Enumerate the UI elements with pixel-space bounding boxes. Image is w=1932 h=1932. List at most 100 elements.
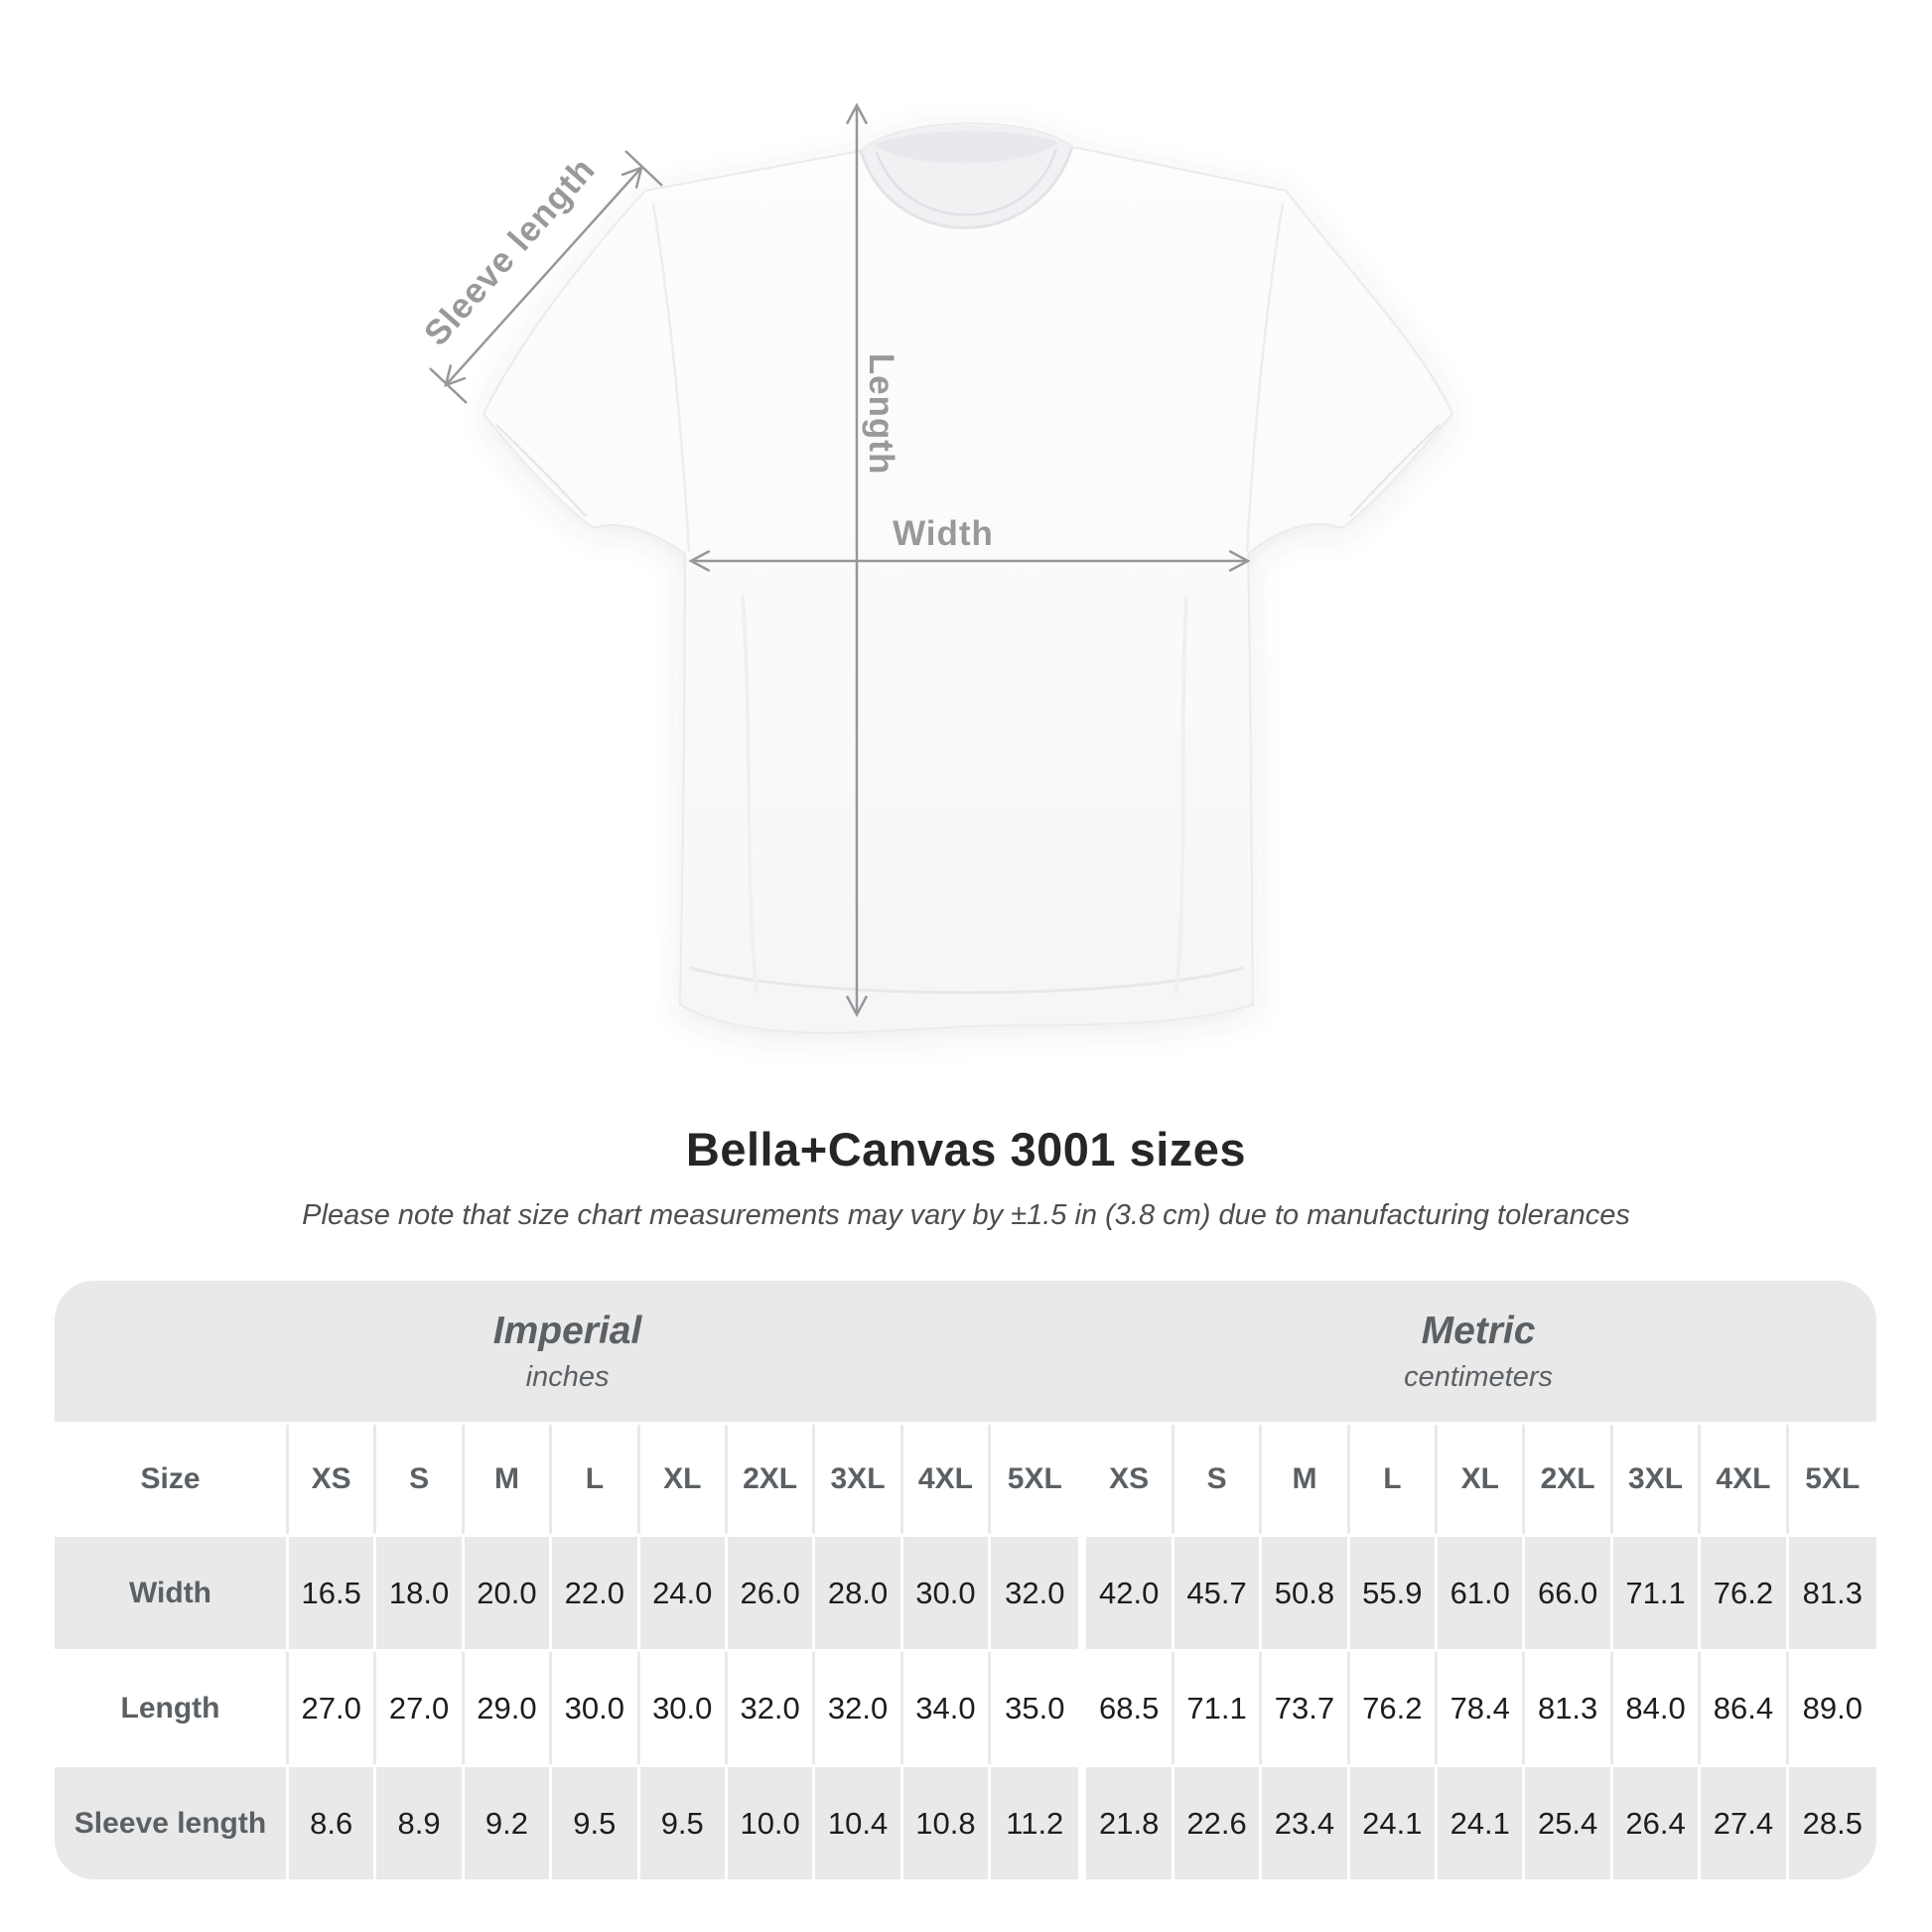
size-col-header: S (376, 1425, 465, 1534)
value-cell: 76.2 (1349, 1652, 1439, 1764)
cuff-stitch-right (1349, 424, 1441, 517)
value-cell: 26.0 (727, 1537, 816, 1649)
value-cell: 18.0 (376, 1537, 465, 1649)
unit-group-header: Imperial inches Metric centimeters (55, 1281, 1876, 1422)
value-cell: 32.0 (991, 1537, 1079, 1649)
row-label-width: Width (55, 1537, 289, 1649)
armhole-seam-right (1245, 203, 1285, 553)
size-col-header: L (552, 1425, 640, 1534)
value-cell: 45.7 (1173, 1537, 1263, 1649)
size-col-header: 2XL (1525, 1425, 1613, 1534)
tshirt-illustration (482, 122, 1454, 1035)
imperial-group-unit: inches (525, 1360, 610, 1393)
value-cell: 76.2 (1701, 1537, 1789, 1649)
tshirt-outline (482, 122, 1454, 1035)
measurement-arrows (429, 102, 1251, 1018)
sleeve-arrow-tick-bottom (429, 367, 468, 404)
cuff-stitch-left (495, 424, 587, 517)
value-cell: 42.0 (1086, 1537, 1174, 1649)
value-cell: 68.5 (1086, 1652, 1174, 1764)
value-cell: 84.0 (1612, 1652, 1702, 1764)
size-col-header: 2XL (727, 1425, 816, 1534)
size-col-header: 5XL (991, 1425, 1079, 1534)
size-table: Imperial inches Metric centimeters Size … (55, 1281, 1876, 1879)
size-col-header: 3XL (1612, 1425, 1702, 1534)
group-divider (1078, 1425, 1086, 1534)
collar-rib-inner (875, 148, 1058, 216)
value-cell: 10.0 (727, 1767, 816, 1879)
size-col-header: XL (639, 1425, 728, 1534)
sleeve-length-arrow (444, 166, 643, 387)
value-cell: 50.8 (1262, 1537, 1350, 1649)
size-col-header: 5XL (1788, 1425, 1876, 1534)
sleeve-arrow-tick-top (624, 150, 663, 187)
width-label: Width (893, 514, 994, 553)
size-col-header: M (1262, 1425, 1350, 1534)
value-cell: 11.2 (991, 1767, 1079, 1879)
value-cell: 25.4 (1525, 1767, 1613, 1879)
value-cell: 23.4 (1262, 1767, 1350, 1879)
size-col-header: 4XL (1701, 1425, 1789, 1534)
value-cell: 10.8 (902, 1767, 992, 1879)
collar-back-shadow (874, 131, 1058, 164)
value-cell: 73.7 (1262, 1652, 1350, 1764)
value-cell: 9.5 (639, 1767, 728, 1879)
value-cell: 30.0 (639, 1652, 728, 1764)
value-cell: 28.5 (1788, 1767, 1876, 1879)
value-cell: 9.5 (552, 1767, 640, 1879)
imperial-group-label: Imperial (492, 1309, 642, 1352)
size-col-header: L (1349, 1425, 1439, 1534)
body-wrinkle-right (1174, 595, 1188, 994)
value-cell: 27.4 (1701, 1767, 1789, 1879)
page-subtitle: Please note that size chart measurements… (302, 1199, 1630, 1231)
value-cell: 27.0 (289, 1652, 377, 1764)
value-cell: 71.1 (1173, 1652, 1263, 1764)
page-title: Bella+Canvas 3001 sizes (685, 1123, 1247, 1175)
value-cell: 81.3 (1788, 1537, 1876, 1649)
metric-group-label: Metric (1421, 1309, 1536, 1352)
metric-group-unit: centimeters (1404, 1360, 1553, 1393)
value-cell: 89.0 (1788, 1652, 1876, 1764)
value-cell: 34.0 (902, 1652, 992, 1764)
metric-group-header: Metric centimeters (1080, 1310, 1876, 1394)
value-cell: 9.2 (464, 1767, 553, 1879)
value-cell: 29.0 (464, 1652, 553, 1764)
value-cell: 30.0 (902, 1537, 992, 1649)
value-cell: 66.0 (1525, 1537, 1613, 1649)
value-cell: 32.0 (815, 1652, 903, 1764)
length-label: Length (862, 353, 900, 476)
value-cell: 26.4 (1612, 1767, 1702, 1879)
value-cell: 71.1 (1612, 1537, 1702, 1649)
value-cell: 24.1 (1349, 1767, 1439, 1879)
imperial-group-header: Imperial inches (55, 1310, 1080, 1394)
value-cell: 22.0 (552, 1537, 640, 1649)
tshirt-measurement-diagram: Width Length Sleeve length (417, 102, 1454, 1035)
value-cell: 55.9 (1349, 1537, 1439, 1649)
value-cell: 35.0 (991, 1652, 1079, 1764)
group-divider (1078, 1652, 1086, 1764)
value-cell: 28.0 (815, 1537, 903, 1649)
size-col-header: XS (1086, 1425, 1174, 1534)
value-cell: 16.5 (289, 1537, 377, 1649)
collar-rib-outer (859, 146, 1074, 229)
value-cell: 61.0 (1438, 1537, 1526, 1649)
value-cell: 30.0 (552, 1652, 640, 1764)
value-cell: 8.6 (289, 1767, 377, 1879)
value-cell: 81.3 (1525, 1652, 1613, 1764)
group-divider (1078, 1537, 1086, 1649)
group-divider (1078, 1767, 1086, 1879)
armhole-seam-left (651, 203, 691, 553)
body-wrinkle-left (741, 595, 759, 994)
size-column-header: Size (55, 1425, 289, 1534)
value-cell: 78.4 (1438, 1652, 1526, 1764)
value-cell: 32.0 (727, 1652, 816, 1764)
size-col-header: XS (289, 1425, 377, 1534)
size-col-header: XL (1438, 1425, 1526, 1534)
value-cell: 22.6 (1173, 1767, 1263, 1879)
size-col-header: M (464, 1425, 553, 1534)
value-cell: 20.0 (464, 1537, 553, 1649)
size-col-header: S (1173, 1425, 1263, 1534)
value-cell: 24.0 (639, 1537, 728, 1649)
value-cell: 24.1 (1438, 1767, 1526, 1879)
